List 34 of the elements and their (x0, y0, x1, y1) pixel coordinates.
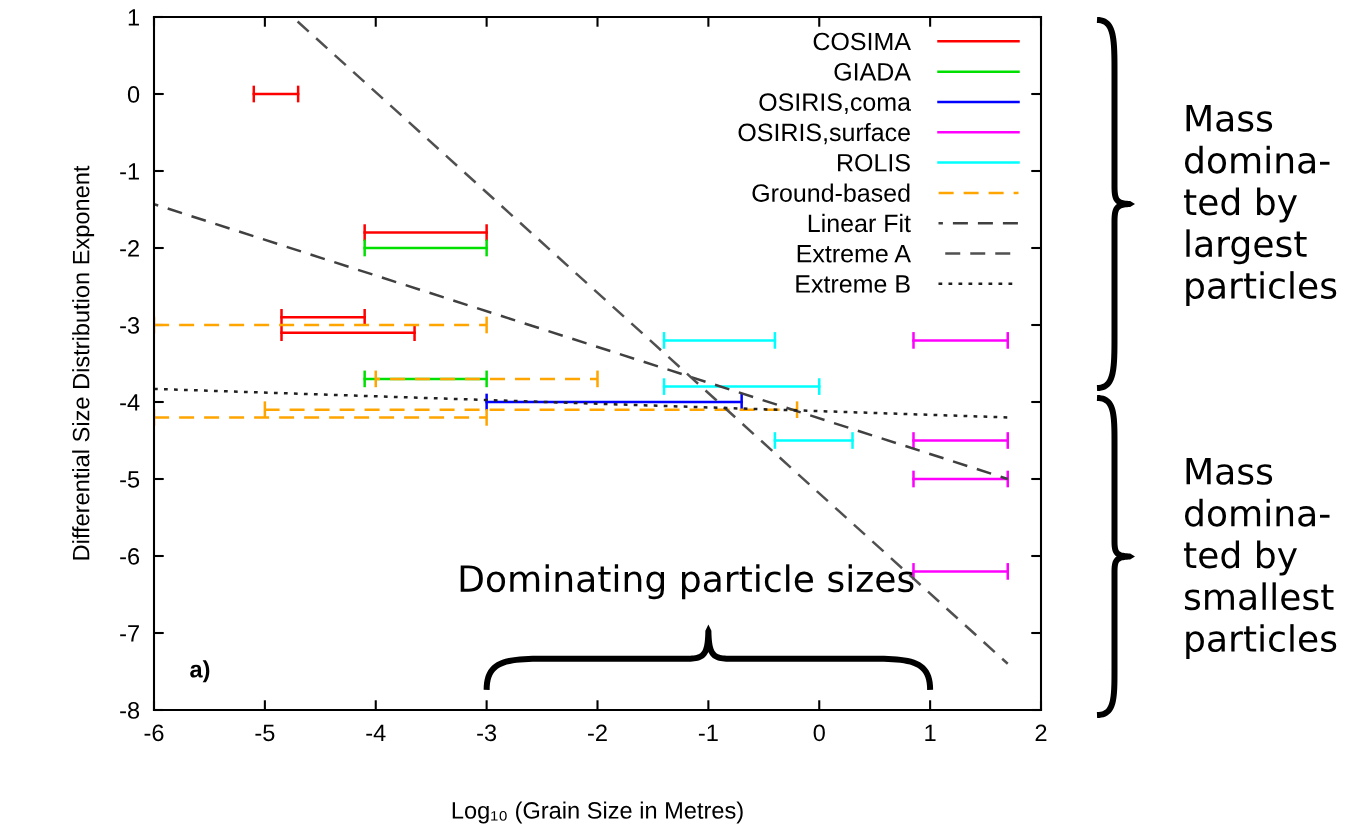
y-tick-label: -8 (120, 702, 140, 719)
x-tick-label: -1 (698, 724, 718, 741)
x-tick-label: 0 (813, 724, 825, 742)
x-tick-label: -6 (144, 724, 164, 742)
y-tick-label: -2 (120, 240, 139, 257)
y-tick-label: -7 (120, 625, 139, 642)
y-tick-label: 1 (128, 9, 139, 26)
x-axis-title: Log₁₀ (Grain Size in Metres) (452, 801, 743, 824)
y-tick-label: -3 (120, 317, 140, 334)
y-axis-title: Differential Size Distribution Exponent (72, 165, 95, 560)
legend-label: Linear Fit (808, 213, 911, 233)
legend-label: COSIMA (813, 32, 911, 51)
y-tick-label: -1 (120, 163, 139, 180)
x-tick-label: 2 (1035, 724, 1047, 741)
annotation: a) (190, 660, 210, 683)
y-tick-label: 0 (127, 86, 140, 103)
legend-label: Extreme A (797, 245, 911, 263)
annotation: Dominating particle sizes (460, 564, 914, 600)
legend-label: OSIRIS,surface (738, 122, 910, 145)
x-tick-label: -2 (588, 724, 607, 741)
legend-label: OSIRIS,coma (759, 93, 911, 114)
x-tick-label: -3 (477, 724, 497, 742)
y-tick-label: -5 (120, 471, 140, 488)
legend-label: ROLIS (838, 153, 910, 172)
x-tick-label: 1 (925, 724, 936, 741)
text: Mass domina- ted by largest particles (1183, 105, 1337, 307)
x-tick-label: -5 (255, 724, 275, 742)
legend-label: GIADA (834, 62, 911, 81)
text: Mass domina- ted by smallest particles (1183, 458, 1337, 660)
legend-label: Ground-based (752, 183, 910, 202)
y-tick-label: -6 (120, 548, 140, 565)
legend-label: Extreme B (796, 275, 910, 293)
x-tick-label: -4 (366, 724, 386, 741)
y-tick-label: -4 (120, 394, 140, 411)
